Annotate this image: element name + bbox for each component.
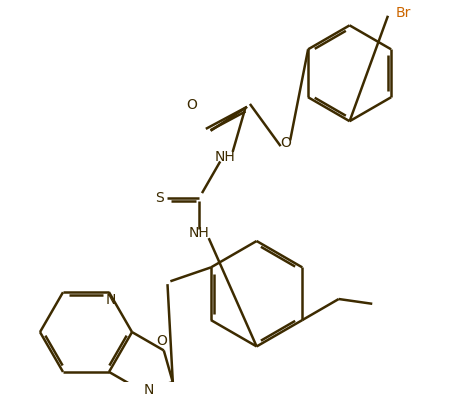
Text: O: O <box>280 136 291 150</box>
Text: S: S <box>155 191 164 205</box>
Text: NH: NH <box>215 150 235 164</box>
Text: Br: Br <box>396 6 411 20</box>
Text: O: O <box>186 98 197 112</box>
Text: N: N <box>106 293 116 307</box>
Text: N: N <box>143 383 153 397</box>
Text: NH: NH <box>189 226 210 240</box>
Text: O: O <box>157 334 167 348</box>
